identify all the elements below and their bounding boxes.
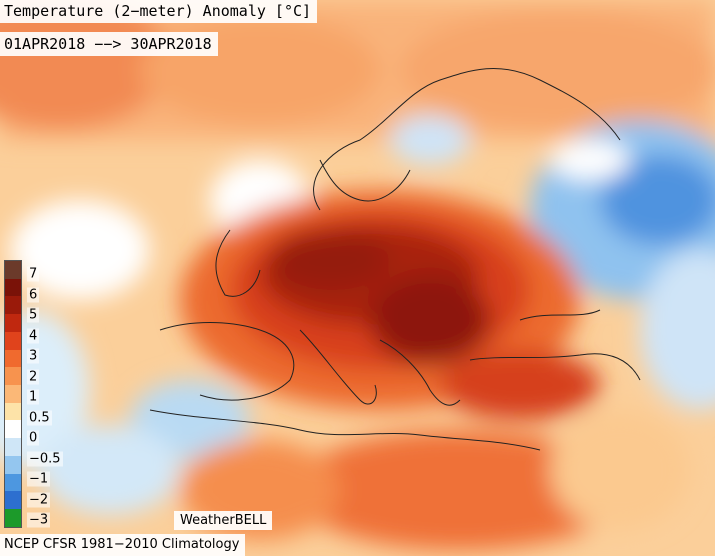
legend-label: −1 xyxy=(27,471,51,487)
color-legend: 7 6 5 4 3 2 1 0.5 0 −0.5 −1 −2 −3 xyxy=(0,258,78,530)
legend-label: 3 xyxy=(27,348,40,364)
legend-label: 5 xyxy=(27,307,40,323)
legend-label: 4 xyxy=(27,328,40,343)
legend-swatch xyxy=(5,331,21,350)
legend-swatch xyxy=(5,296,21,315)
credit-label: WeatherBELL xyxy=(174,511,273,530)
legend-label: 2 xyxy=(27,369,40,384)
legend-swatch xyxy=(5,420,21,439)
legend-label: −2 xyxy=(27,492,51,507)
legend-label: 6 xyxy=(27,287,40,302)
legend-label: 0.5 xyxy=(27,410,52,425)
coastlines xyxy=(149,68,641,451)
legend-label: 7 xyxy=(27,266,40,282)
legend-label: −0.5 xyxy=(27,451,63,466)
legend-swatch xyxy=(5,314,21,332)
legend-swatch xyxy=(5,455,21,474)
legend-color-bar xyxy=(4,260,22,528)
legend-swatch xyxy=(5,438,21,456)
legend-swatch xyxy=(5,491,21,510)
legend-swatch xyxy=(5,261,21,279)
legend-swatch xyxy=(5,278,21,297)
legend-swatch xyxy=(5,473,21,492)
footer-climatology: NCEP CFSR 1981−2010 Climatology xyxy=(0,534,246,556)
legend-swatch xyxy=(5,402,21,421)
legend-label: 0 xyxy=(27,430,40,446)
legend-swatch xyxy=(5,367,21,386)
legend-swatch xyxy=(5,349,21,368)
legend-swatch xyxy=(5,509,21,527)
legend-label: 1 xyxy=(27,389,40,405)
legend-swatch xyxy=(5,385,21,403)
date-range: 01APR2018 −−> 30APR2018 xyxy=(0,32,218,56)
legend-label: −3 xyxy=(27,512,51,528)
map-title: Temperature (2−meter) Anomaly [°C] xyxy=(0,0,318,23)
